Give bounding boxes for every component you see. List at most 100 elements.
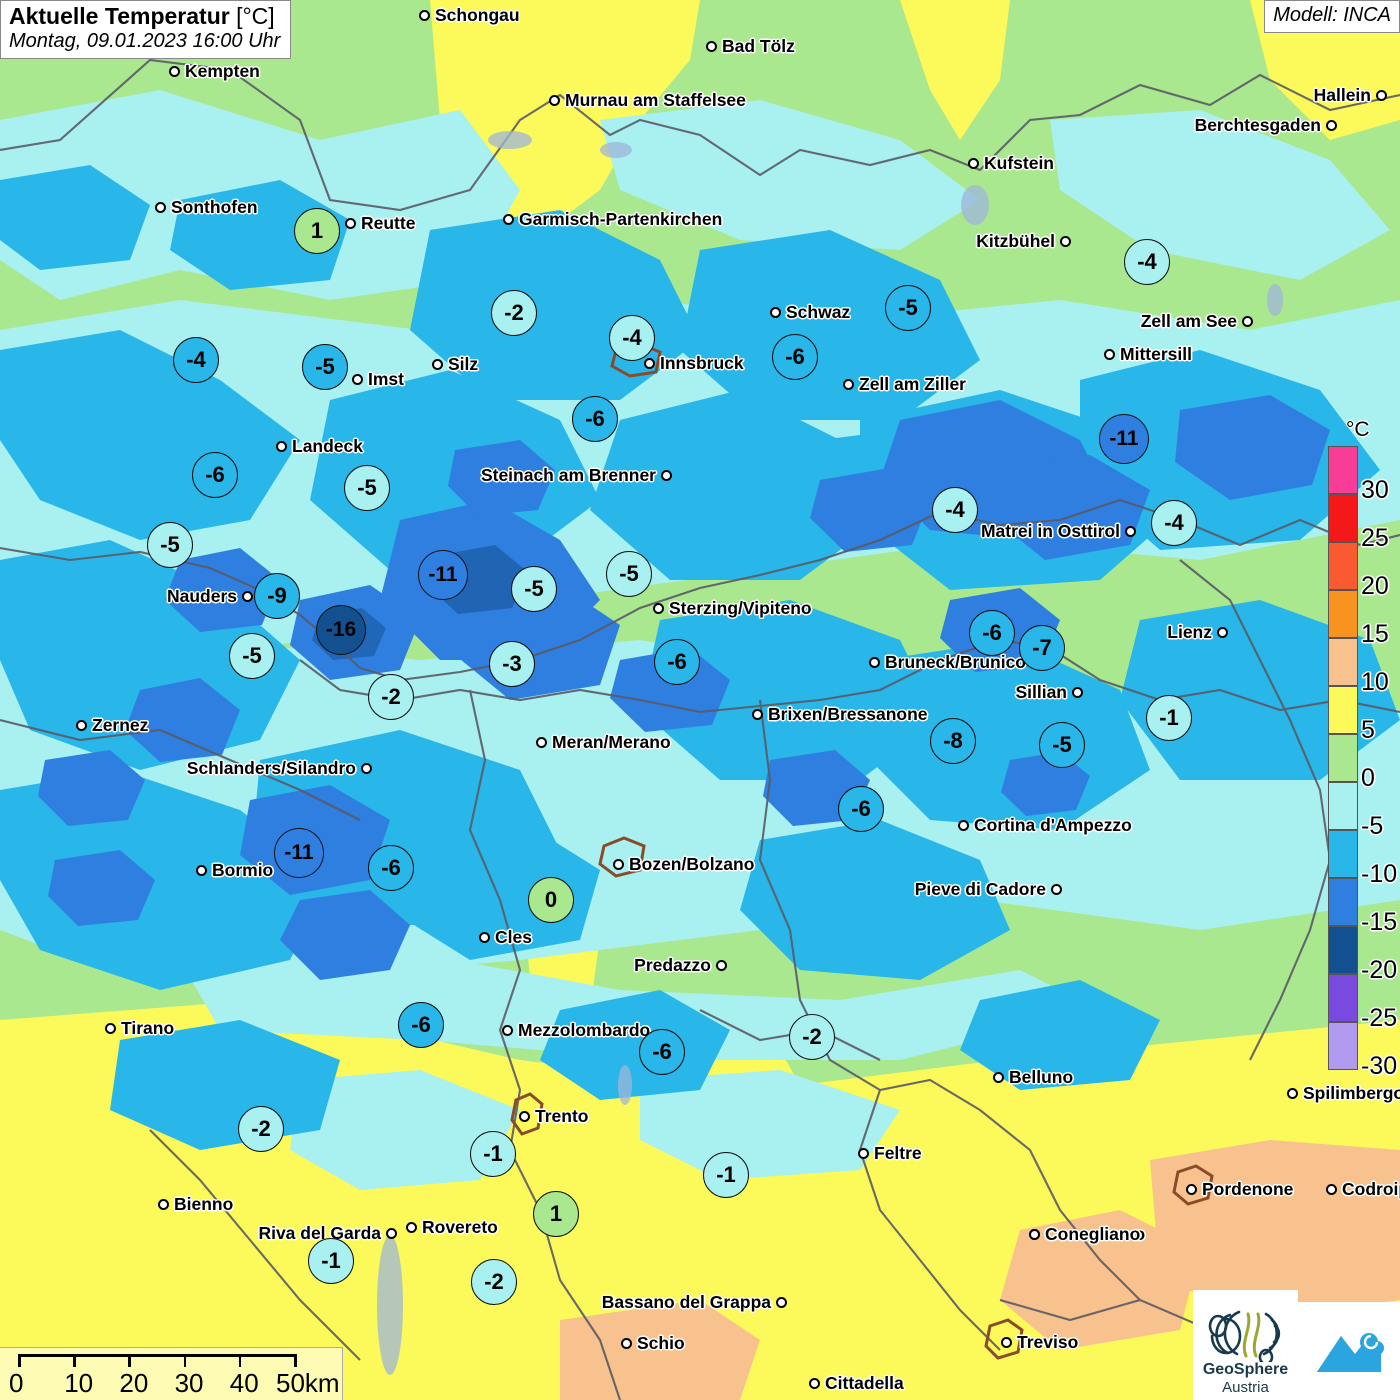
city-label: Riva del Garda [258,1223,397,1244]
city-dot-icon [503,214,514,225]
city-label: Brixen/Bressanone [752,704,928,725]
station-temperature-marker[interactable]: -6 [192,452,238,498]
city-label: Kufstein [968,153,1054,174]
city-name: Silz [448,354,479,374]
station-temperature-marker[interactable]: -2 [789,1014,835,1060]
city-dot-icon [105,1023,116,1034]
legend-entry: 5 [1328,686,1394,744]
legend-tick-label: -10 [1361,860,1398,888]
legend-entry: 25 [1328,494,1394,552]
city-name: Kufstein [984,153,1054,173]
station-temperature-marker[interactable]: -9 [254,573,300,619]
station-temperature-marker[interactable]: -1 [1146,695,1192,741]
station-temperature-marker[interactable]: -4 [1151,500,1197,546]
city-label: Zernez [76,715,148,736]
city-name: Coneglian o [1045,1224,1146,1244]
city-label: Silz [432,354,478,375]
city-label: Bad Tölz [706,36,795,57]
station-temperature-marker[interactable]: -2 [471,1259,517,1305]
scale-tick [18,1354,21,1367]
legend-entry: -20 [1328,926,1397,984]
legend-swatch [1328,686,1358,734]
city-dot-icon [1217,627,1228,638]
station-temperature-marker[interactable]: -2 [491,290,537,336]
scale-tick [73,1354,76,1367]
station-temperature-marker[interactable]: -1 [703,1152,749,1198]
legend-swatch [1328,974,1358,1022]
station-temperature-marker[interactable]: -1 [308,1238,354,1284]
station-temperature-marker[interactable]: -11 [274,828,324,878]
station-temperature-marker[interactable]: 1 [533,1191,579,1237]
city-name: Meran/Merano [552,732,671,752]
city-dot-icon [1326,120,1337,131]
station-temperature-marker[interactable]: -8 [930,718,976,764]
city-dot-icon [843,379,854,390]
station-temperature-marker[interactable]: 1 [294,208,340,254]
legend-entry: 30 [1328,446,1394,504]
scale-tick [183,1354,187,1367]
city-label: Codroipo [1326,1179,1400,1200]
station-temperature-marker[interactable]: -5 [344,465,390,511]
geosphere-logo-line2: Austria [1222,1378,1269,1396]
scale-tick-label: 0 [9,1368,24,1398]
legend-tick-label: 25 [1361,524,1389,552]
city-dot-icon [706,41,717,52]
city-dot-icon [1376,90,1387,101]
geosphere-logo: GeoSphere Austria [1193,1290,1298,1400]
legend-tick-label: -20 [1361,956,1398,984]
scale-tick-label: 20 [119,1368,149,1398]
city-dot-icon [869,657,880,668]
station-temperature-marker[interactable]: -5 [885,285,931,331]
station-temperature-marker[interactable]: -6 [572,396,618,442]
city-name: Cortina d'Ampezzo [974,815,1132,835]
city-label: Mezzolombardo [502,1020,650,1041]
station-temperature-marker[interactable]: -6 [368,845,414,891]
city-name: Kempten [185,61,260,81]
legend-tick-label: 15 [1361,620,1389,648]
city-dot-icon [406,1222,417,1233]
station-temperature-marker[interactable]: -11 [418,550,468,600]
station-temperature-marker[interactable]: -16 [316,605,366,655]
legend-swatch [1328,638,1358,686]
city-label: Tirano [105,1018,174,1039]
model-label: Modell: INCA [1264,0,1400,33]
city-dot-icon [776,1297,787,1308]
city-dot-icon [1060,236,1071,247]
city-dot-icon [155,202,166,213]
city-dot-icon [1242,316,1253,327]
station-temperature-marker[interactable]: -5 [1039,722,1085,768]
station-temperature-marker[interactable]: -1 [470,1131,516,1177]
city-name: Zell am See [1140,311,1237,331]
page-title: Aktuelle Temperatur [9,3,230,29]
station-temperature-marker[interactable]: -6 [969,610,1015,656]
city-name: Pordenone [1202,1179,1294,1199]
station-temperature-marker[interactable]: -4 [173,337,219,383]
city-label: Imst [352,369,404,390]
legend-swatch [1328,542,1358,590]
station-temperature-marker[interactable]: -5 [302,344,348,390]
city-name: Garmisch-Partenkirchen [519,209,723,229]
station-temperature-marker[interactable]: 0 [528,877,574,923]
station-temperature-marker[interactable]: -5 [511,566,557,612]
legend-swatch [1328,1022,1358,1070]
station-temperature-marker[interactable]: -5 [229,633,275,679]
station-temperature-marker[interactable]: -7 [1019,625,1065,671]
city-dot-icon [432,359,443,370]
station-temperature-marker[interactable]: -4 [932,487,978,533]
station-temperature-marker[interactable]: -6 [398,1002,444,1048]
scale-tick [294,1354,297,1367]
city-name: Sonthofen [171,197,258,217]
station-temperature-marker[interactable]: -4 [1124,239,1170,285]
station-temperature-marker[interactable]: -6 [639,1029,685,1075]
station-temperature-marker[interactable]: -5 [606,551,652,597]
station-temperature-marker[interactable]: -6 [772,334,818,380]
station-temperature-marker[interactable]: -2 [368,674,414,720]
station-temperature-marker[interactable]: -4 [609,315,655,361]
station-temperature-marker[interactable]: -3 [489,641,535,687]
station-temperature-marker[interactable]: -5 [147,522,193,568]
station-temperature-marker[interactable]: -2 [238,1106,284,1152]
station-temperature-marker[interactable]: -6 [654,639,700,685]
station-temperature-marker[interactable]: -6 [838,786,884,832]
station-temperature-marker[interactable]: -11 [1099,414,1149,464]
city-label: Trento [519,1106,588,1127]
